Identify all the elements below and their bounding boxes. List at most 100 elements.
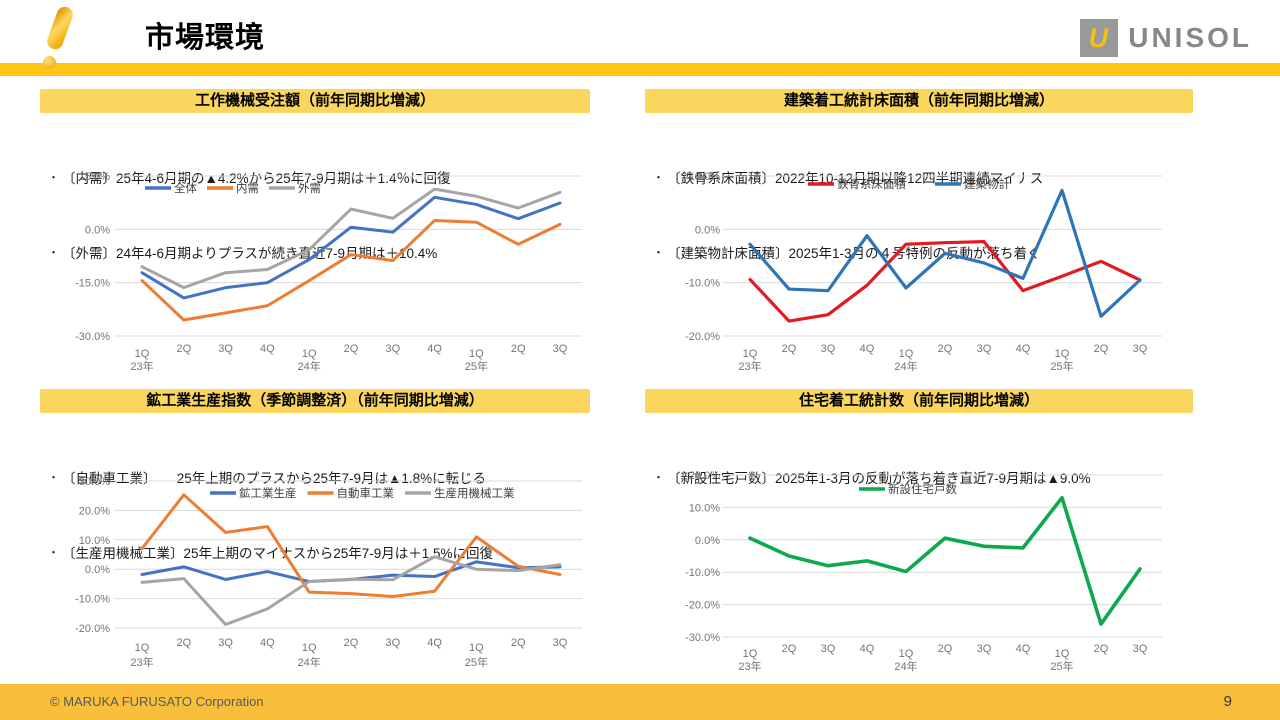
- bullet-dot: ・: [653, 247, 664, 259]
- bullet-item: ・〔外需〕24年4-6月期よりプラスが続き直近7-9月期は＋10.4%: [48, 241, 450, 266]
- svg-text:4Q: 4Q: [1016, 343, 1031, 355]
- svg-text:0.0%: 0.0%: [695, 535, 720, 547]
- svg-text:-10.0%: -10.0%: [75, 594, 110, 606]
- svg-text:25年: 25年: [465, 359, 488, 373]
- svg-text:1Q: 1Q: [302, 642, 317, 654]
- header-divider: [0, 63, 1280, 76]
- chart-machine-tool-orders: 15.0%0.0%-15.0%-30.0%1Q 2Q 3Q 4Q 1Q 2Q 3Q 4Q 1Q 2…: [75, 171, 582, 373]
- svg-text:1Q: 1Q: [743, 348, 758, 360]
- svg-text:24年: 24年: [894, 359, 917, 373]
- svg-text:1Q: 1Q: [899, 348, 914, 360]
- svg-text:2Q: 2Q: [511, 343, 526, 355]
- svg-text:2Q: 2Q: [782, 643, 797, 655]
- svg-text:3Q: 3Q: [821, 643, 836, 655]
- svg-text:2Q: 2Q: [176, 343, 191, 355]
- svg-text:0.0%: 0.0%: [695, 224, 720, 236]
- svg-text:内需: 内需: [236, 181, 259, 195]
- bullet-dot: ・: [48, 247, 59, 259]
- svg-text:自動車工業: 自動車工業: [337, 486, 395, 500]
- bullets-machine-tool-orders: ・〔内需〕25年4-6月期の▲4.2%から25年7-9月期は＋1.4％に回復 ・…: [48, 116, 450, 316]
- svg-text:10.0%: 10.0%: [689, 502, 720, 514]
- svg-text:鉄骨系床面積: 鉄骨系床面積: [837, 177, 906, 191]
- exclamation-icon: [44, 4, 76, 52]
- svg-text:23年: 23年: [738, 659, 761, 673]
- bullet-dot: ・: [653, 172, 664, 184]
- svg-text:25年: 25年: [1050, 659, 1073, 673]
- svg-text:10.0%: 10.0%: [689, 171, 720, 183]
- svg-text:2Q: 2Q: [344, 343, 359, 355]
- svg-text:3Q: 3Q: [218, 343, 233, 355]
- exclamation-dot-icon: [43, 56, 56, 69]
- svg-text:1Q: 1Q: [469, 642, 484, 654]
- svg-text:2Q: 2Q: [782, 343, 797, 355]
- svg-text:0.0%: 0.0%: [85, 224, 110, 236]
- svg-text:2Q: 2Q: [938, 643, 953, 655]
- chart-construction-floor-area: 10.0%0.0%-10.0%-20.0%1Q 2Q 3Q 4Q 1Q 2Q 3Q 4Q 1Q 2…: [685, 171, 1162, 373]
- svg-text:24年: 24年: [298, 655, 321, 669]
- svg-text:1Q: 1Q: [135, 348, 150, 360]
- svg-text:4Q: 4Q: [260, 343, 275, 355]
- copyright: © MARUKA FURUSATO Corporation: [50, 694, 264, 709]
- svg-text:3Q: 3Q: [821, 343, 836, 355]
- svg-text:2Q: 2Q: [511, 637, 526, 649]
- svg-text:3Q: 3Q: [553, 637, 568, 649]
- svg-text:外需: 外需: [298, 182, 321, 195]
- svg-text:-10.0%: -10.0%: [685, 278, 720, 290]
- svg-text:23年: 23年: [130, 655, 153, 669]
- svg-text:3Q: 3Q: [553, 343, 568, 355]
- svg-text:24年: 24年: [298, 359, 321, 373]
- page-title: 市場環境: [145, 22, 266, 54]
- svg-text:鉱工業生産: 鉱工業生産: [239, 486, 297, 500]
- bullet-item: ・〔内需〕25年4-6月期の▲4.2%から25年7-9月期は＋1.4％に回復: [48, 166, 450, 191]
- bullet-dot: ・: [653, 472, 664, 484]
- svg-text:3Q: 3Q: [977, 643, 992, 655]
- panel-title-industrial-production: 鉱工業生産指数（季節調整済）（前年同期比増減）: [40, 389, 590, 413]
- svg-text:25年: 25年: [1050, 359, 1073, 373]
- unisol-logo-icon: U: [1080, 19, 1119, 57]
- svg-text:1Q: 1Q: [135, 642, 150, 654]
- svg-text:-20.0%: -20.0%: [685, 600, 720, 612]
- panel-title-machine-tool-orders: 工作機械受注額（前年同期比増減）: [40, 89, 590, 113]
- svg-text:2Q: 2Q: [1094, 343, 1109, 355]
- svg-text:-15.0%: -15.0%: [75, 278, 110, 290]
- svg-text:4Q: 4Q: [860, 343, 875, 355]
- svg-text:4Q: 4Q: [1016, 643, 1031, 655]
- chart-industrial-production: 30.0% 20.0% 10.0% 0.0% -10.0% -20.0% 1Q 2Q 3Q 4Q 1…: [75, 476, 582, 669]
- svg-text:1Q: 1Q: [743, 648, 758, 660]
- page-number: 9: [1223, 693, 1232, 710]
- footer-bar: © MARUKA FURUSATO Corporation 9: [0, 684, 1280, 720]
- bullet-item: ・〔自動車工業〕 25年上期のプラスから25年7-9月は▲1.8%に転じる: [48, 466, 493, 491]
- svg-text:15.0%: 15.0%: [79, 171, 110, 183]
- svg-text:20.0%: 20.0%: [689, 470, 720, 482]
- svg-text:生産用機械工業: 生産用機械工業: [434, 486, 515, 500]
- chart-housing-starts: 20.0% 10.0% 0.0% -10.0% -20.0% -30.0% 1Q 2Q 3Q 4Q…: [685, 470, 1162, 673]
- unisol-logo-text: UNISOL: [1128, 22, 1252, 53]
- svg-text:3Q: 3Q: [1133, 643, 1148, 655]
- bullet-dot: ・: [48, 172, 59, 184]
- bullet-dot: ・: [48, 472, 59, 484]
- svg-text:10.0%: 10.0%: [79, 535, 110, 547]
- svg-text:4Q: 4Q: [427, 637, 442, 649]
- panel-title-housing-starts: 住宅着工統計数（前年同期比増減）: [645, 389, 1193, 413]
- svg-text:新設住宅戸数: 新設住宅戸数: [888, 482, 957, 496]
- svg-text:25年: 25年: [465, 655, 488, 669]
- svg-text:24年: 24年: [894, 659, 917, 673]
- svg-text:0.0%: 0.0%: [85, 564, 110, 576]
- panel-title-construction-floor-area: 建築着工統計床面積（前年同期比増減）: [645, 89, 1193, 113]
- svg-text:-30.0%: -30.0%: [75, 331, 110, 343]
- svg-text:2Q: 2Q: [344, 637, 359, 649]
- svg-text:1Q: 1Q: [899, 648, 914, 660]
- svg-text:全体: 全体: [174, 181, 197, 195]
- svg-text:2Q: 2Q: [938, 343, 953, 355]
- svg-text:1Q: 1Q: [1055, 348, 1070, 360]
- svg-text:1Q: 1Q: [469, 348, 484, 360]
- svg-text:-10.0%: -10.0%: [685, 567, 720, 579]
- svg-text:20.0%: 20.0%: [79, 505, 110, 517]
- svg-text:4Q: 4Q: [260, 637, 275, 649]
- svg-text:3Q: 3Q: [218, 637, 233, 649]
- svg-text:3Q: 3Q: [977, 343, 992, 355]
- svg-text:30.0%: 30.0%: [79, 476, 110, 488]
- svg-text:3Q: 3Q: [385, 637, 400, 649]
- svg-text:1Q: 1Q: [302, 348, 317, 360]
- svg-text:2Q: 2Q: [1094, 643, 1109, 655]
